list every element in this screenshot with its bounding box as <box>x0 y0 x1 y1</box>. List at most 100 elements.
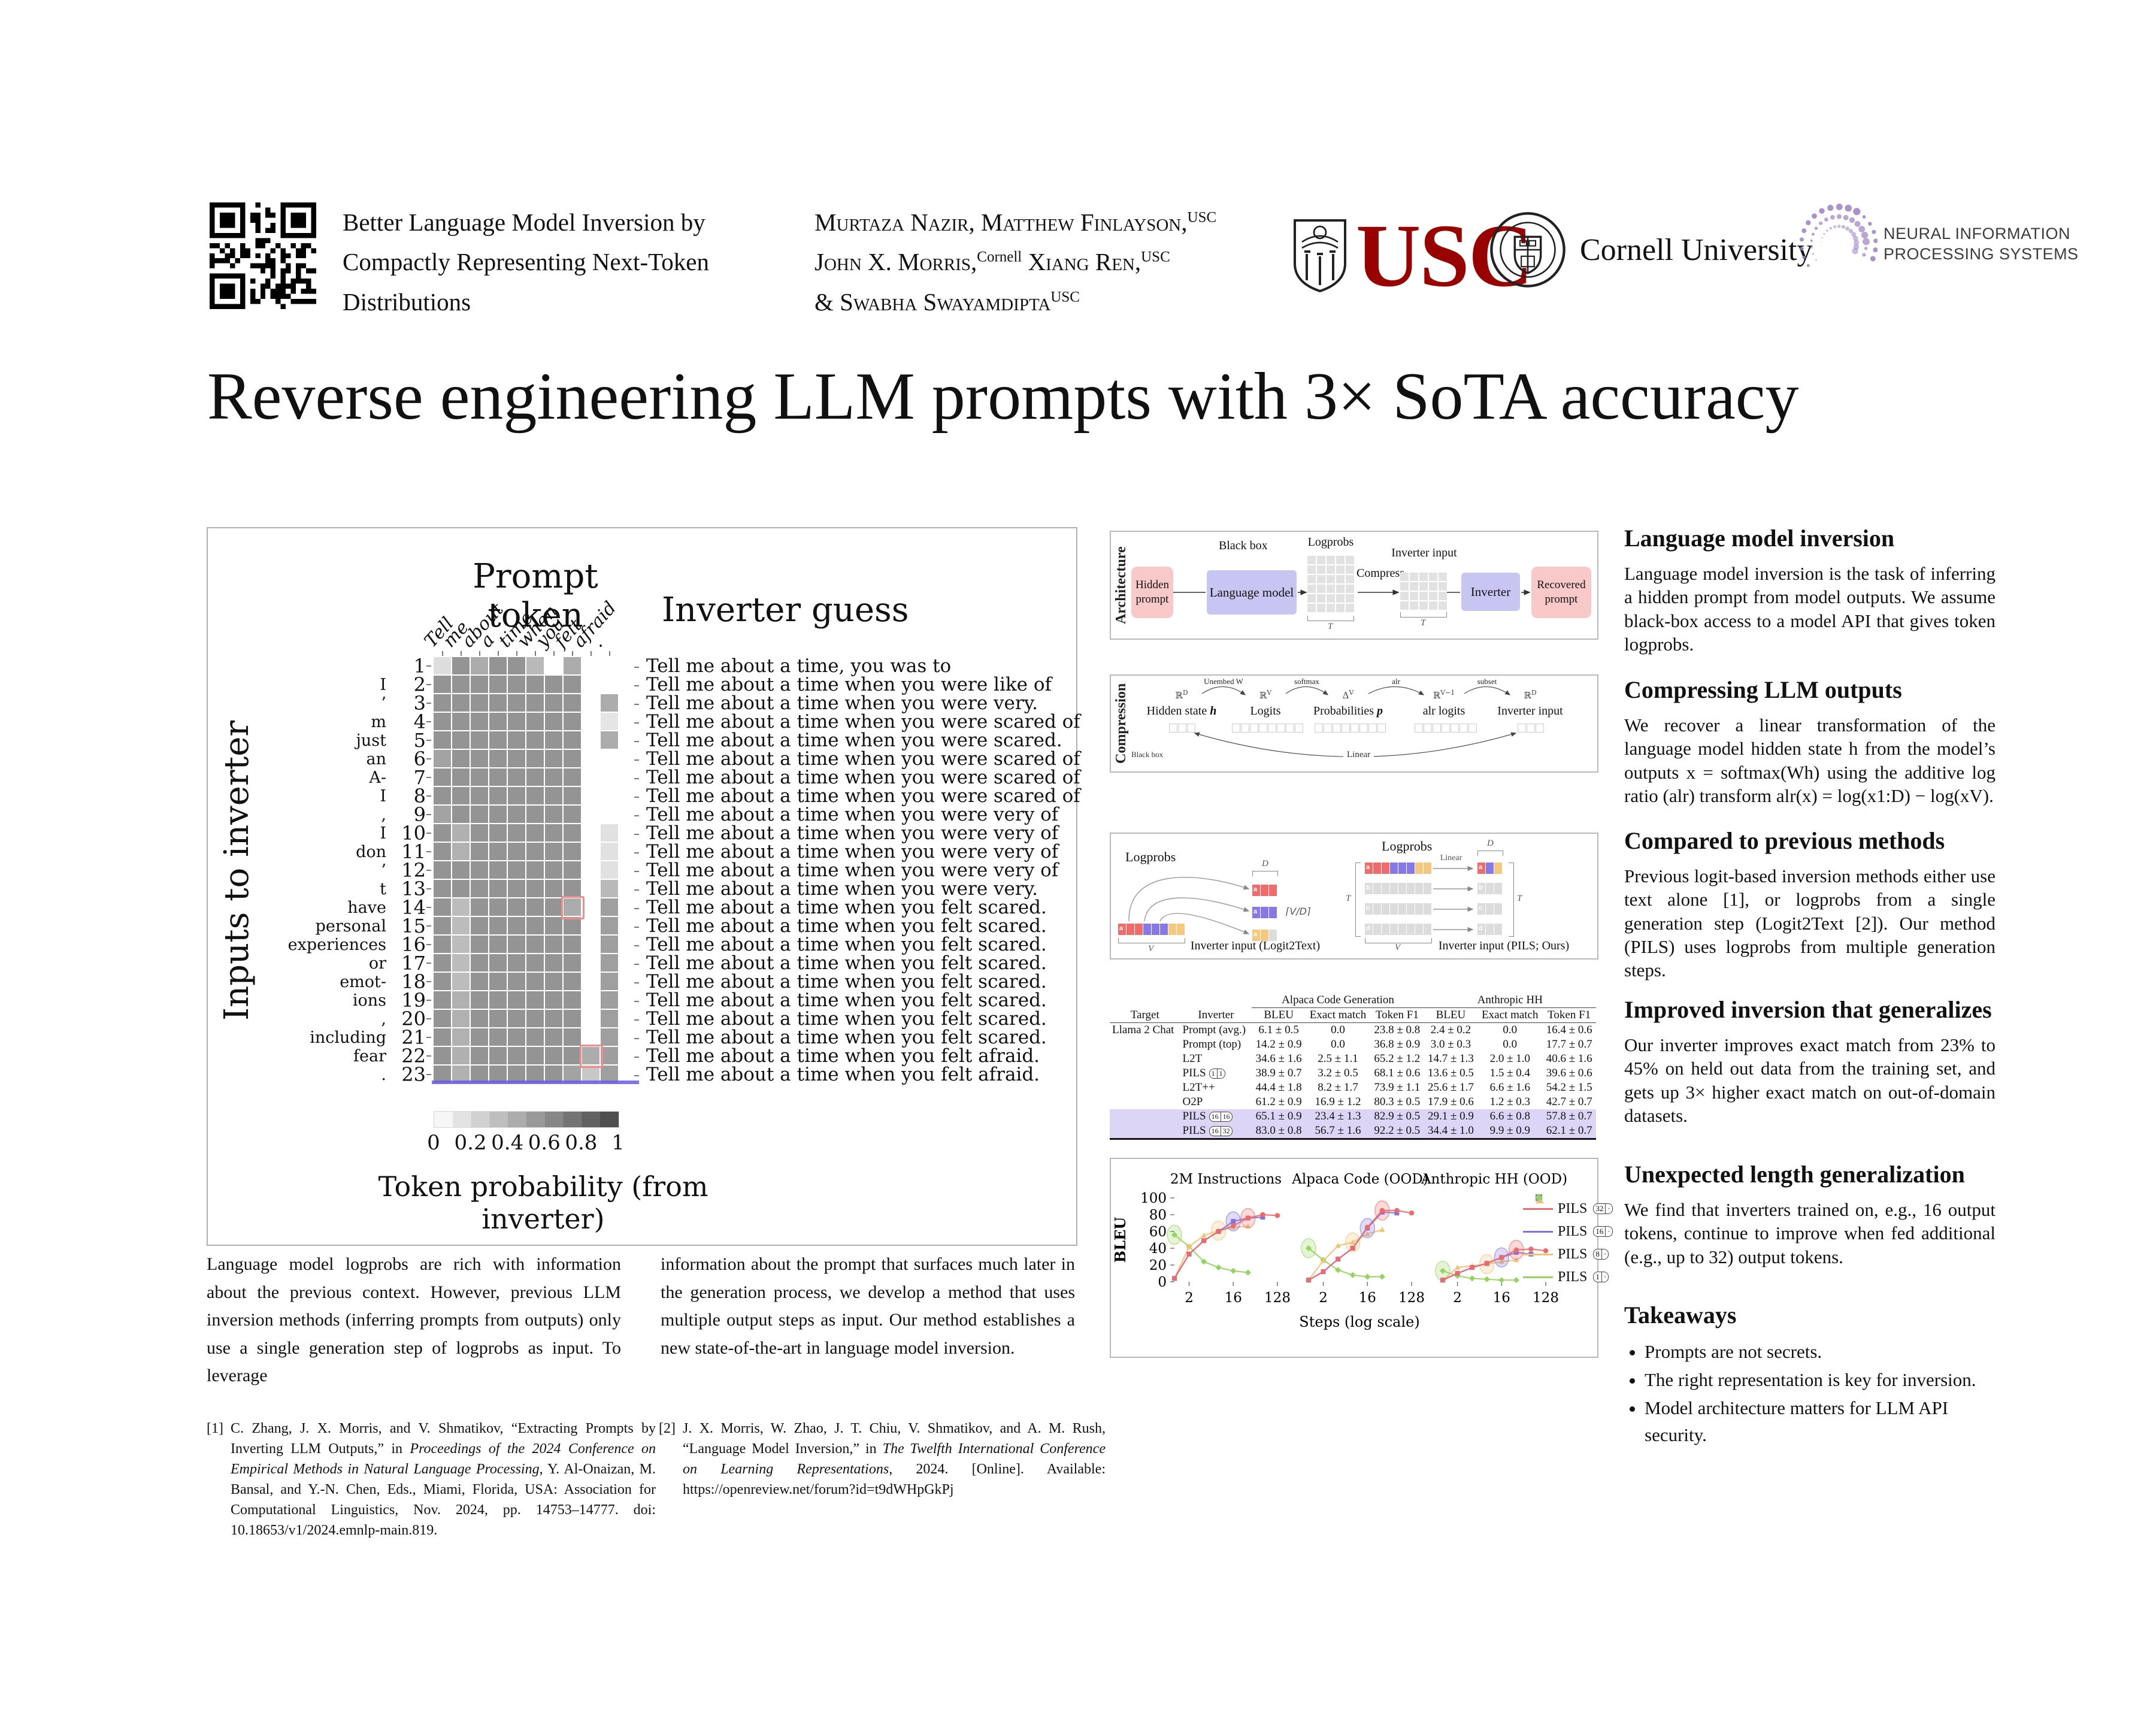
heatmap-cell <box>564 824 581 842</box>
t-underbrace-1 <box>1307 616 1354 621</box>
heatmap-cell <box>471 787 488 804</box>
heatmap-cell <box>545 1028 562 1046</box>
logprob-strip: a <box>1252 907 1277 918</box>
heatmap-cell <box>545 657 562 674</box>
heatmap-cell <box>471 843 488 860</box>
heatmap-cell <box>601 768 618 786</box>
table-row: PILS 16 16 65.1 ± 0.9 23.4 ± 1.3 82.9 ± 0.5 29… <box>1110 1109 1596 1124</box>
table-cell: 42.7 ± 0.7 <box>1546 1095 1592 1108</box>
table-cell: 0.0 <box>1331 1038 1345 1051</box>
qr-code-icon <box>210 202 316 309</box>
legend-line <box>1523 1208 1553 1210</box>
axis-tick <box>426 925 431 927</box>
inverter-guess-line: Tell me about a time when you felt scare… <box>634 936 1065 954</box>
t-label-2: T <box>1421 618 1426 628</box>
heatmap-cell <box>489 731 507 749</box>
section-heading: Improved inversion that generalizes <box>1624 996 1992 1023</box>
inverter-guess-line: Tell me about a time when you felt scare… <box>634 898 1065 917</box>
heatmap-cell <box>601 1066 618 1083</box>
heatmap-cell <box>601 898 618 916</box>
abstract-column-1: Language model logprobs are rich with in… <box>207 1254 621 1385</box>
cornell-seal-icon <box>1490 212 1565 288</box>
heatmap-cell <box>452 1010 470 1027</box>
heatmap-cell <box>508 1028 525 1046</box>
heatmap-cell <box>434 973 451 990</box>
colorbar-tick: 0 <box>427 1131 440 1155</box>
heatmap-row-number: 4 <box>413 710 426 733</box>
heatmap-cell <box>564 657 581 674</box>
heatmap-cell <box>434 991 451 1009</box>
heatmap-cell <box>582 1066 599 1083</box>
heatmap-row-number: 2 <box>413 673 426 696</box>
heatmap-cell <box>582 676 599 693</box>
section-body: We find that inverters trained on, e.g.,… <box>1624 1199 1995 1267</box>
author-line: Murtaza Nazir, Matthew Finlayson,USC <box>814 208 1217 236</box>
language-model-box: Language model <box>1207 570 1297 615</box>
heatmap-cell <box>564 991 581 1009</box>
inverter-guess-line: Tell me about a time when you were scare… <box>634 768 1080 787</box>
heatmap-cell <box>489 1010 507 1027</box>
heatmap-row-number: 13 <box>401 877 426 900</box>
inverter-guess-line: Tell me about a time when you felt scare… <box>634 954 1065 973</box>
legend-line <box>1523 1276 1553 1278</box>
heatmap-cell <box>526 768 544 786</box>
table-cell: 23.4 ± 1.3 <box>1315 1110 1361 1122</box>
hidden-prompt-box: Hidden prompt <box>1131 567 1173 618</box>
colorbar-tick: 0.8 <box>565 1131 598 1155</box>
reference-number: [1] <box>207 1421 223 1436</box>
inverter-guess-line: Tell me about a time when you were very … <box>634 806 1065 824</box>
axis-tick <box>609 651 610 656</box>
heatmap-cell <box>471 676 488 693</box>
svg-text:Anthropic HH (OOD): Anthropic HH (OOD) <box>1421 1172 1567 1187</box>
heatmap-cell <box>582 806 599 823</box>
vector-strip <box>1518 724 1544 733</box>
axis-tick <box>426 907 431 908</box>
table-cell: 2.4 ± 0.2 <box>1430 1024 1471 1036</box>
architecture-side-label: Architecture <box>1113 546 1129 624</box>
reference-text: , 2024. [Online]. Available: https://ope… <box>683 1461 1106 1498</box>
heatmap-cell <box>489 1028 507 1046</box>
heatmap-cell <box>471 880 488 897</box>
heatmap-cell <box>434 750 451 767</box>
logprob-strip: b <box>1365 883 1431 894</box>
heatmap-cell <box>434 676 451 693</box>
axis-tick <box>426 851 431 852</box>
heatmap-cell <box>508 694 525 712</box>
heatmap-cell <box>601 843 618 860</box>
heatmap-cell <box>508 936 525 953</box>
heatmap-cell <box>564 1066 581 1083</box>
inverter-guess-line: Tell me about a time when you were scare… <box>634 787 1080 806</box>
t-underbrace-2 <box>1400 612 1447 618</box>
d-label-right: D <box>1487 839 1494 848</box>
heatmap-cell <box>582 880 599 897</box>
heatmap-cell <box>526 917 544 934</box>
inverter-input-grid <box>1400 573 1447 610</box>
logprobs-label: Logprobs <box>1307 535 1354 549</box>
heatmap-cell <box>489 768 507 786</box>
right-section: Compared to previous methods Previous log… <box>1624 827 1995 982</box>
heatmap-cell <box>601 824 618 842</box>
heatmap-cell <box>545 936 562 953</box>
heatmap-cell <box>582 861 599 879</box>
heatmap-cell <box>601 694 618 712</box>
axis-tick <box>426 833 431 834</box>
inverter-guess-line: Tell me about a time when you were scare… <box>634 731 1065 750</box>
heatmap-cell <box>471 824 488 842</box>
svg-text:Unembed W: Unembed W <box>1204 677 1244 686</box>
right-section: Unexpected length generalization We find … <box>1624 1160 1995 1269</box>
table-cell: 16.4 ± 0.6 <box>1546 1024 1592 1036</box>
heatmap-cell <box>471 917 488 934</box>
heatmap-cell <box>434 954 451 972</box>
axis-tick <box>426 1074 431 1075</box>
table-group-header: Anthropic HH <box>1424 993 1596 1008</box>
right-section: Compressing LLM outputs We recover a line… <box>1624 676 1995 807</box>
heatmap-cell <box>564 936 581 953</box>
svg-text:subset: subset <box>1477 677 1497 686</box>
heatmap-row-number: 10 <box>401 822 426 845</box>
heatmap-cell <box>545 676 562 693</box>
logprob-strip: a <box>1252 930 1277 941</box>
heatmap-cell <box>434 898 451 916</box>
v-label-left: V <box>1148 944 1154 954</box>
chart-legend: PILS 32 · PILS 16 · PILS 8 · PILS 1 · <box>1523 1193 1613 1288</box>
